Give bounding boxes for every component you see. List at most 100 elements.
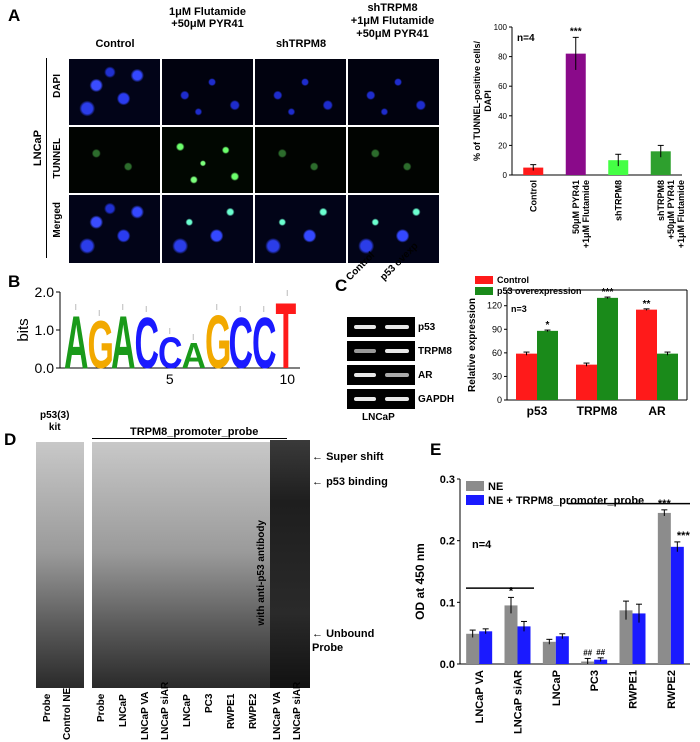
micrograph-grid [68, 58, 440, 264]
chart-e-ytick-label: 0.2 [440, 536, 455, 548]
gel-lane-label-left: Probe [42, 694, 53, 723]
gel-lane-label-middle: LNCaP VA [140, 691, 151, 740]
blot-cell-line: LNCaP [362, 412, 395, 423]
chart-a-bar [523, 167, 544, 175]
chart-c-legend-label: p53 overexpression [497, 286, 582, 296]
chart-c-sig: ** [643, 299, 651, 310]
col-header-flutamide-pyr41: 1μM Flutamide +50μM PYR41 [168, 6, 247, 30]
gel-lane-label-left: Control NE [62, 687, 73, 740]
blot-p53 [347, 317, 415, 337]
logo-letter: A [64, 301, 89, 385]
gel-middle [92, 442, 287, 688]
row-label-dapi: DAPI [52, 74, 63, 98]
logo-xtick-label: 5 [166, 371, 174, 387]
chart-e-bar [466, 633, 480, 664]
chart-a-xtick-label: Control [528, 180, 538, 212]
micrograph-tunnel-combo [347, 126, 440, 194]
col-header-shtrpm8-combo: shTRPM8 +1μM Flutamide +50μM PYR41 [350, 2, 435, 40]
col-header-control: Control [95, 38, 135, 50]
chart-e-sig: *** [677, 530, 691, 542]
chart-e-bar [542, 641, 556, 664]
chart-a-xtick-label: 50μM PYR41+1μM Flutamide [571, 180, 591, 248]
chart-e-xtick-label: LNCaP [551, 670, 563, 706]
panel-d-label: D [4, 430, 17, 449]
chart-a-ylabel: % of TUNNEL-positive cells/DAPI [472, 40, 493, 161]
panel-e-label: E [430, 440, 442, 459]
chart-c-sig: *** [602, 287, 614, 298]
row-label-merged: Merged [52, 202, 63, 238]
chart-c-ytick-label: 60 [492, 348, 502, 358]
panel-a-label: A [8, 6, 21, 25]
logo-letter: C [158, 329, 183, 378]
chart-c-xtick-label: AR [648, 404, 666, 418]
chart-c-ylabel: Relative expression [467, 298, 478, 392]
chart-e-bar [632, 613, 646, 664]
chart-c-sig: * [546, 320, 550, 331]
chart-e-xtick-label: RWPE2 [666, 670, 678, 709]
logo-ytick-label: 0.0 [35, 360, 55, 376]
chart-e-bar [555, 636, 569, 664]
lncap-bracket [46, 58, 47, 258]
chart-c-bar [657, 353, 678, 400]
gel-lane-label-middle: PC3 [204, 694, 215, 714]
arrow-super-shift: ← Super shift [312, 451, 384, 463]
probe-bracket [92, 438, 287, 439]
chart-e-xtick-label: LNCaP VA [474, 670, 486, 723]
chart-c-ytick-label: 0 [497, 395, 502, 405]
chart-c-bar [597, 297, 618, 400]
chart-e-xtick-label: LNCaP siAR [513, 670, 525, 734]
micrograph-dapi-flutamide [161, 58, 254, 126]
chart-e-bar [504, 605, 518, 664]
micrograph-dapi-shtrpm8 [254, 58, 347, 126]
chart-c-bar [636, 309, 657, 400]
chart-e-legend-label: NE [488, 481, 503, 493]
chart-a-ytick-label: 0 [503, 171, 508, 180]
chart-c-xtick-label: TRPM8 [577, 404, 618, 418]
gel-lane-label-middle: LNCaP [118, 694, 129, 727]
antibody-label: with anti-p53 antibody [256, 520, 267, 626]
gel-lane-label-middle: RWPE2 [248, 694, 259, 730]
chart-a-n: n=4 [517, 33, 535, 44]
chart-a-bar [565, 53, 586, 175]
logo-letter: T [276, 283, 297, 388]
chart-c-n: n=3 [511, 304, 527, 314]
row-label-tunnel: TUNNEL [52, 138, 63, 179]
chart-e-bar [594, 659, 608, 664]
chart-e-od: 0.0 0.1 0.2 0.3 OD at 450 nm n=4 NE NE + TRPM8_… [413, 474, 691, 734]
chart-e-bar [479, 631, 493, 664]
chart-e-sig: ## [583, 648, 592, 657]
logo-letter: C [229, 304, 254, 385]
chart-c-bar [537, 330, 558, 400]
chart-e-ytick-label: 0.3 [440, 474, 455, 486]
blot-trpm8 [347, 341, 415, 361]
chart-a-sig: *** [570, 26, 582, 37]
logo-letter: A [182, 336, 207, 376]
band-label-trpm8: TRPM8 [418, 346, 452, 357]
blot-gapdh [347, 389, 415, 409]
logo-letter: C [252, 304, 277, 385]
gel-lane-label-middle: Probe [96, 694, 107, 723]
chart-e-legend-swatch [466, 495, 484, 505]
gel-lane-label-middle: LNCaP [182, 694, 193, 727]
chart-c-ytick-label: 90 [492, 324, 502, 334]
band-label-p53: p53 [418, 322, 436, 333]
chart-a-xtick-label: shTRPM8 [613, 180, 623, 221]
logo-letter: C [135, 304, 160, 385]
chart-e-sig: * [509, 585, 514, 597]
chart-a-ytick-label: 80 [498, 53, 507, 62]
chart-c-xtick-label: p53 [527, 404, 548, 418]
logo-ytick-label: 1.0 [35, 322, 55, 338]
gel-right [270, 440, 310, 688]
chart-a-ytick-label: 40 [498, 112, 507, 121]
chart-c-bar [576, 364, 597, 400]
logo-letter: A [111, 301, 136, 385]
gel-lane-label-right: LNCaP VA [272, 691, 283, 740]
gel-left [36, 442, 84, 688]
arrow-unbound-probe: ← Unbound Probe [312, 628, 375, 654]
chart-e-n: n=4 [472, 539, 492, 551]
col-header-shtrpm8: shTRPM8 [275, 38, 327, 50]
micrograph-tunnel-shtrpm8 [254, 126, 347, 194]
logo-letter: G [88, 309, 114, 384]
arrow-p53-binding: ← p53 binding [312, 476, 388, 488]
